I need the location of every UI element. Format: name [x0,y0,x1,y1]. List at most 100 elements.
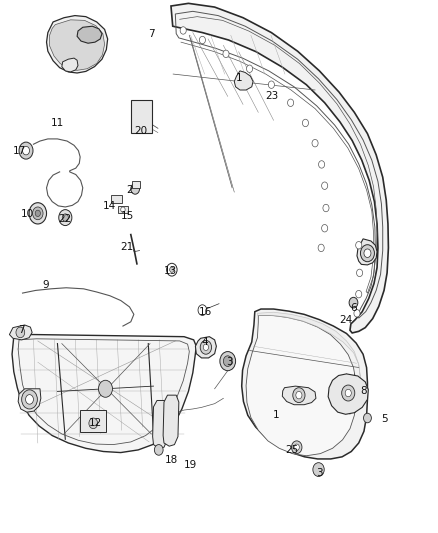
Circle shape [89,418,98,429]
Circle shape [121,207,125,212]
Circle shape [364,249,371,257]
Circle shape [131,183,140,194]
Circle shape [294,444,299,450]
Bar [111,195,122,203]
Circle shape [318,244,324,252]
Circle shape [318,161,325,168]
Circle shape [35,210,40,216]
Circle shape [288,99,293,107]
Circle shape [166,263,177,276]
Polygon shape [152,400,168,448]
Circle shape [345,389,351,397]
Circle shape [22,147,29,155]
Text: 3: 3 [226,357,233,367]
Text: 3: 3 [316,468,323,478]
Text: 10: 10 [21,209,34,220]
Polygon shape [163,395,179,446]
Circle shape [154,445,163,455]
Circle shape [99,380,113,397]
Polygon shape [10,325,32,340]
Circle shape [291,441,302,454]
Polygon shape [283,386,316,405]
Text: 1: 1 [235,73,242,83]
Polygon shape [12,335,196,453]
Circle shape [349,297,358,308]
Circle shape [364,413,371,423]
Text: 23: 23 [265,91,278,101]
Text: 17: 17 [12,146,26,156]
Polygon shape [171,3,389,333]
Text: 8: 8 [360,386,367,397]
Text: 7: 7 [148,29,155,39]
Polygon shape [49,20,105,70]
Circle shape [19,142,33,159]
Circle shape [321,182,328,189]
Circle shape [342,385,355,401]
Text: 19: 19 [184,460,197,470]
Polygon shape [258,312,360,378]
Polygon shape [246,316,356,456]
Circle shape [180,27,186,34]
Text: 16: 16 [199,306,212,317]
Text: 1: 1 [272,410,279,421]
Circle shape [247,65,253,72]
Text: 13: 13 [163,266,177,276]
Polygon shape [328,374,368,414]
Bar [132,181,141,188]
Polygon shape [62,58,78,72]
Circle shape [268,81,275,88]
Circle shape [25,394,33,404]
Circle shape [203,344,208,351]
Text: 24: 24 [339,314,352,325]
Bar [80,410,106,432]
Circle shape [354,310,360,317]
Polygon shape [18,389,41,412]
Circle shape [220,352,236,370]
Circle shape [62,214,68,221]
Circle shape [29,203,46,224]
Circle shape [302,119,308,127]
Text: 4: 4 [202,337,208,347]
Text: 18: 18 [164,455,177,465]
Circle shape [223,50,229,58]
Circle shape [32,207,43,220]
Circle shape [360,245,374,262]
Text: 2: 2 [126,185,133,195]
Circle shape [198,305,207,316]
Circle shape [199,36,205,44]
Text: 11: 11 [51,118,64,128]
Circle shape [21,390,37,409]
Circle shape [170,267,174,272]
Circle shape [16,327,25,338]
Text: 22: 22 [59,214,72,224]
Text: 25: 25 [286,446,299,455]
Polygon shape [357,239,377,265]
Text: 14: 14 [103,201,117,211]
Polygon shape [242,309,367,459]
Bar [118,206,128,213]
Polygon shape [77,26,102,43]
Circle shape [323,204,329,212]
Text: 15: 15 [121,211,134,221]
Text: 6: 6 [350,303,357,313]
Circle shape [223,356,232,367]
Circle shape [200,341,212,354]
Polygon shape [234,71,253,90]
Text: 21: 21 [121,243,134,252]
Text: 7: 7 [18,325,25,335]
Circle shape [59,209,72,225]
Circle shape [356,241,362,249]
Text: 9: 9 [42,280,49,290]
Text: 12: 12 [89,418,102,429]
Circle shape [356,290,362,298]
Bar [131,100,152,133]
Circle shape [293,387,305,402]
Circle shape [357,269,363,277]
Circle shape [296,391,302,399]
Text: 5: 5 [381,414,388,424]
Polygon shape [195,337,216,358]
Circle shape [321,224,328,232]
Circle shape [313,463,324,477]
Circle shape [312,140,318,147]
Polygon shape [46,15,108,73]
